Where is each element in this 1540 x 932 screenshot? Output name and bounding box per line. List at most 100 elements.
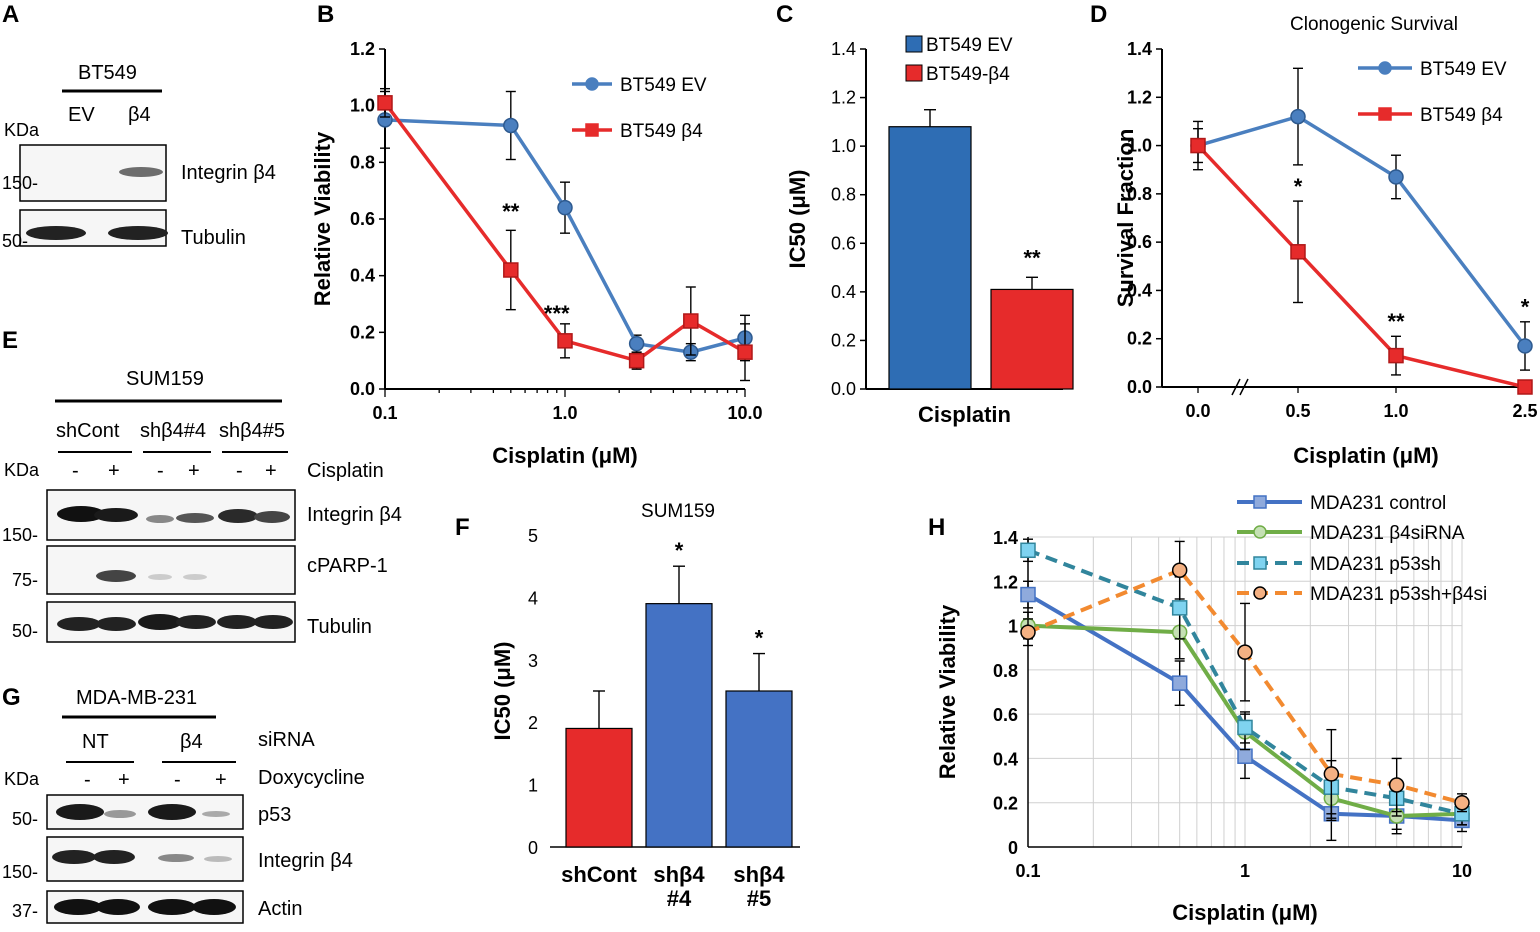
chart-h-data-point: [1454, 794, 1470, 811]
chart-b-x-tick-label: 1.0: [552, 403, 577, 423]
chart-h-x-tick-label: 0.1: [1015, 861, 1040, 881]
chart-h-series-line: [1027, 623, 1463, 819]
chart-f-category-label: shβ4: [653, 862, 705, 887]
chart-b-y-tick-label: 1.0: [350, 96, 375, 116]
panel-letter-a: A: [2, 1, 19, 28]
chart-b-y-tick-label: 0.2: [350, 322, 375, 342]
blot-e-cparp-membrane: [46, 545, 296, 595]
blot-a-lane-ev: EV: [68, 104, 95, 126]
blot-e-kda-label: KDa: [4, 460, 40, 480]
chart-h-legend-label: MDA231 p53sh+β4si: [1310, 584, 1487, 605]
chart-b-significance: ***: [544, 301, 570, 326]
blot-g-kda-label: KDa: [4, 769, 40, 789]
chart-h-y-tick-label: 0.2: [993, 794, 1018, 814]
blot-e-marker-50: 50-: [12, 621, 38, 641]
chart-b-x-tick-label: 0.1: [372, 403, 397, 423]
chart-f-title: SUM159: [641, 501, 715, 522]
chart-f-y-tick-label: 0: [528, 838, 538, 858]
chart-d-data-point: [1517, 338, 1533, 354]
chart-d-significance: *: [1521, 295, 1530, 320]
blot-e-group-shcont: shCont: [56, 420, 120, 442]
chart-d-series-line: [1197, 114, 1527, 348]
chart-h-legend-marker: [1253, 495, 1267, 509]
chart-d-series-line: [1196, 144, 1526, 389]
chart-b-x-label: Cisplatin (μM): [492, 443, 637, 468]
chart-h-series-line: [1027, 567, 1463, 805]
chart-d-legend-label: BT549 EV: [1420, 59, 1507, 80]
blot-a-kda-label: KDa: [4, 120, 40, 140]
chart-d-legend-label: BT549 β4: [1420, 105, 1503, 126]
chart-d-axis-break: [1231, 378, 1241, 396]
chart-d-y-tick-label: 1.0: [1127, 136, 1152, 156]
blot-e-group-shb4-5: shβ4#5: [219, 420, 285, 442]
chart-f-category-label: shCont: [561, 862, 637, 887]
blot-a-cell-line: BT549: [78, 62, 137, 84]
blot-g-group-label: siRNA: [258, 729, 315, 751]
chart-d-clonogenic: Clonogenic Survival 0.0 0.2 0.4 0.6 0.8 1.0 1.2…: [1113, 14, 1538, 468]
blot-g-actin-band: [54, 899, 102, 915]
chart-b-y-tick-label: 1.2: [350, 39, 375, 59]
panel-letter-h: H: [928, 514, 945, 541]
chart-b-data-point: [557, 333, 573, 349]
chart-h-data-point: [1020, 542, 1036, 559]
chart-b-viability: 0.0 0.2 0.4 0.6 0.8 1.0 1.2 0.1 1.0 10.0 Cisplatin…: [310, 39, 763, 468]
blot-e-band-cparp: cPARP-1: [307, 555, 388, 577]
blot-e-sign: -: [72, 460, 79, 482]
chart-d-significance: **: [1387, 309, 1405, 334]
chart-h-data-point: [1323, 766, 1340, 782]
blot-g-sign: +: [118, 769, 130, 791]
chart-c-y-tick-label: 0.2: [831, 330, 856, 350]
blot-e-integrin-band: [146, 515, 174, 523]
chart-f-bar: [565, 727, 633, 848]
blot-g-marker-37: 37-: [12, 901, 38, 921]
chart-d-y-tick-label: 1.2: [1127, 87, 1152, 107]
chart-d-x-tick-label: 1.0: [1383, 401, 1408, 421]
chart-f-category-label: shβ4: [733, 862, 785, 887]
chart-d-data-point: [1290, 244, 1306, 260]
chart-c-y-tick-label: 1.0: [831, 136, 856, 156]
blot-g-group-b4: β4: [180, 731, 203, 753]
blot-g-p53-band: [56, 804, 104, 820]
chart-b-data-point: [737, 344, 753, 360]
chart-b-legend-marker: [585, 77, 599, 91]
chart-b-x-tick-label: 10.0: [727, 403, 762, 423]
blot-a-band-integrin: Integrin β4: [181, 162, 276, 184]
chart-d-data-point: [1388, 169, 1404, 185]
panel-letter-e: E: [2, 327, 18, 354]
chart-d-y-tick-label: 0.8: [1127, 184, 1152, 204]
chart-h-legend-label: MDA231 β4siRNA: [1310, 523, 1465, 544]
blot-e-integrin-band: [218, 509, 258, 523]
chart-c-legend-label: BT549 EV: [926, 35, 1013, 56]
chart-c-y-tick-label: 0.4: [831, 282, 856, 302]
chart-b-legend-label: BT549 β4: [620, 121, 703, 142]
chart-d-data-point: [1388, 347, 1404, 364]
chart-h-x-tick-label: 10: [1452, 861, 1472, 881]
blot-g-treatment-label: Doxycycline: [258, 767, 365, 789]
chart-c-y-tick-label: 1.2: [831, 88, 856, 108]
chart-d-axis-break: [1239, 378, 1249, 396]
blot-a-marker-50: 50-: [2, 231, 28, 251]
chart-h-data-point: [1388, 777, 1405, 793]
blot-g-marker-50: 50-: [12, 809, 38, 829]
blot-a-band-tubulin: Tubulin: [181, 227, 246, 249]
chart-b-legend-marker: [585, 123, 599, 137]
chart-b-data-point: [557, 199, 573, 216]
blot-e-cparp-band: [183, 574, 207, 580]
chart-d-y-tick-label: 1.4: [1127, 39, 1152, 59]
panel-letter-f: F: [455, 514, 470, 541]
blot-g-p53-band: [148, 804, 196, 820]
blot-g-integrin-band: [93, 850, 135, 864]
chart-f-y-tick-label: 3: [528, 651, 538, 671]
panel-letter-g: G: [2, 684, 21, 711]
chart-f-y-tick-label: 5: [528, 526, 538, 546]
chart-d-x-tick-label: 0.0: [1185, 401, 1210, 421]
chart-c-x-label: Cisplatin: [918, 402, 1011, 427]
chart-f-bar: [645, 603, 713, 848]
blot-e-marker-150: 150-: [2, 525, 38, 545]
blot-g-cell-line: MDA-MB-231: [76, 687, 197, 709]
chart-c-legend-label: BT549-β4: [926, 64, 1010, 85]
chart-b-y-tick-label: 0.4: [350, 266, 375, 286]
chart-h-data-point: [1237, 719, 1253, 736]
chart-h-y-tick-label: 0.6: [993, 705, 1018, 725]
